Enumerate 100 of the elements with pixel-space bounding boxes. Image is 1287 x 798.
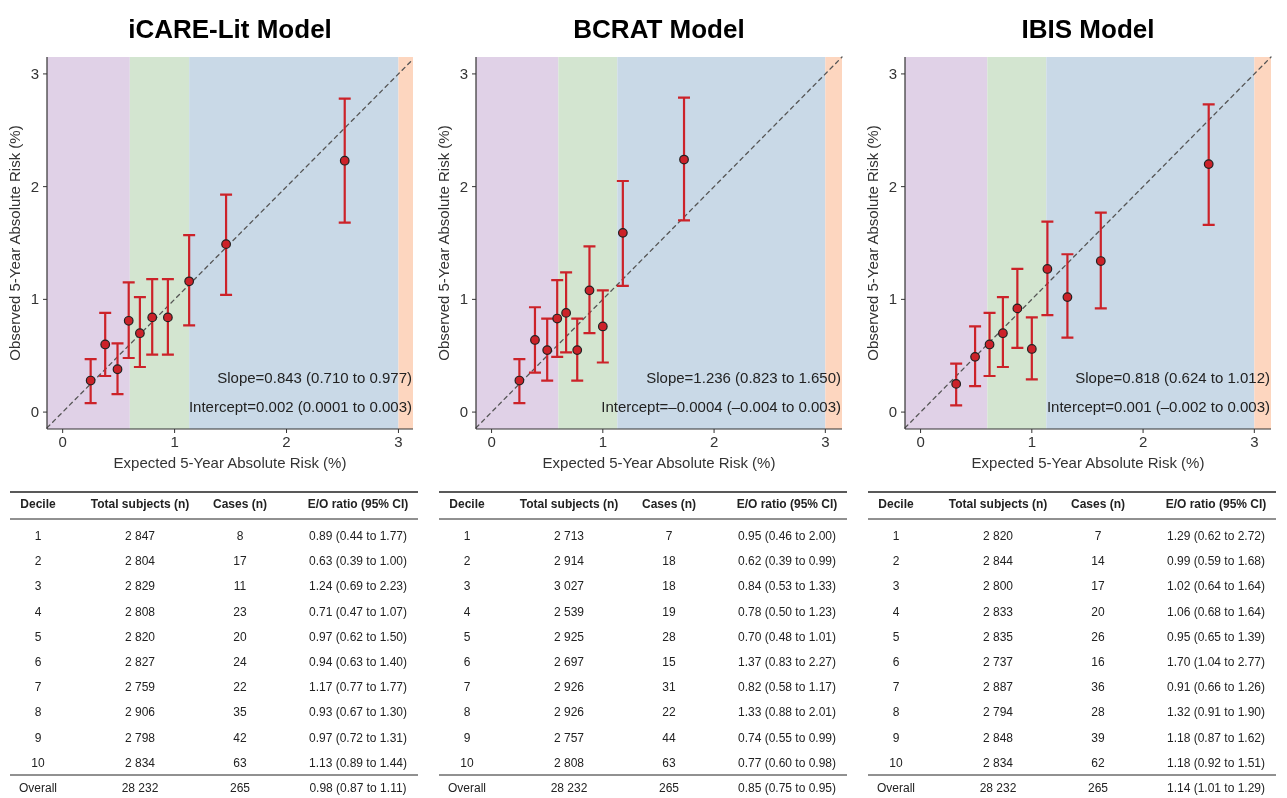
text: 17 (233, 554, 247, 569)
text: 2 926 (553, 705, 585, 720)
y-tick-label: 2 (459, 177, 468, 195)
chart-title: iCARE-Lit Model (128, 14, 332, 44)
text: 3 027 (553, 579, 585, 594)
text: Overall (447, 781, 487, 795)
chart-title: IBIS Model (1021, 14, 1155, 44)
text: 10 (889, 755, 903, 770)
text: 42 (233, 730, 247, 745)
x-tick-label: 3 (1250, 433, 1259, 450)
annotation: Intercept=0.001 (–0.002 to 0.003) (1046, 398, 1270, 415)
x-tick-label: 3 (821, 433, 830, 450)
text: 22 (662, 705, 676, 720)
text: 2 713 (553, 529, 585, 543)
text: 1.06 (0.68 to 1.64) (1166, 604, 1266, 619)
text: 2 794 (982, 705, 1014, 720)
text: Decile (449, 497, 485, 511)
text: 265 (658, 781, 680, 795)
text: 8 (34, 705, 42, 720)
text: 0.98 (0.87 to 1.11) (309, 781, 407, 795)
text: 265 (1087, 781, 1109, 795)
text: 0.70 (0.48 to 1.01) (737, 629, 837, 644)
text: 0.77 (0.60 to 0.98) (737, 755, 837, 770)
x-tick-label: 0 (916, 433, 925, 450)
y-tick-label: 1 (888, 290, 897, 308)
annotation: Slope=1.236 (0.823 to 1.650) (646, 369, 841, 386)
x-axis-title: Expected 5-Year Absolute Risk (%) (542, 454, 776, 471)
text: 1.37 (0.83 to 2.27) (737, 655, 837, 669)
x-tick-label: 0 (58, 433, 67, 450)
point (970, 351, 980, 362)
point (100, 339, 111, 350)
text: 9 (463, 730, 471, 745)
point (1095, 256, 1106, 266)
point (514, 375, 525, 386)
y-tick-label: 3 (30, 64, 39, 82)
text: 5 (34, 629, 42, 644)
text: 2 800 (982, 579, 1014, 594)
x-tick-label: 2 (282, 433, 291, 450)
text: 2 697 (553, 655, 585, 669)
text: 11 (233, 579, 247, 594)
text: 63 (233, 755, 247, 770)
text: 22 (233, 680, 247, 695)
annotation: Slope=0.843 (0.710 to 0.977) (217, 369, 412, 386)
text: 18 (662, 579, 676, 594)
point (998, 328, 1008, 339)
point (1012, 303, 1023, 314)
text: 20 (233, 629, 247, 644)
text: 2 844 (982, 554, 1014, 569)
x-tick-label: 3 (394, 433, 403, 450)
text: 0.74 (0.55 to 0.99) (737, 730, 837, 745)
text: 16 (1091, 655, 1105, 669)
point (552, 313, 563, 324)
text: 0.84 (0.53 to 1.33) (737, 579, 837, 594)
text: 1.17 (0.77 to 1.77) (308, 680, 408, 695)
text: 0.99 (0.59 to 1.68) (1166, 554, 1266, 569)
y-axis-title: Observed 5-Year Absolute Risk (%) (864, 125, 881, 361)
text: 0.82 (0.58 to 1.17) (737, 680, 837, 695)
point (1042, 264, 1053, 274)
text: 20 (1091, 604, 1105, 619)
text: Cases (n) (212, 497, 268, 511)
text: 44 (662, 730, 676, 745)
y-tick-label: 0 (888, 403, 897, 421)
x-tick-label: 1 (598, 433, 607, 450)
y-tick-label: 3 (459, 64, 468, 82)
text: Cases (n) (641, 497, 697, 511)
y-tick-label: 3 (888, 64, 897, 82)
point (679, 154, 689, 165)
text: 2 847 (124, 529, 156, 543)
point (597, 321, 608, 332)
text: 2 833 (982, 604, 1014, 619)
text: 2 926 (553, 680, 585, 695)
point (162, 312, 173, 323)
text: 17 (1091, 579, 1105, 594)
text: 0.95 (0.65 to 1.39) (1166, 629, 1266, 644)
text: 8 (463, 705, 471, 720)
text: 0.97 (0.72 to 1.31) (308, 730, 408, 745)
point (561, 307, 572, 318)
text: 63 (662, 755, 676, 770)
text: 6 (463, 655, 471, 669)
text: 2 835 (982, 629, 1014, 644)
point (135, 328, 145, 339)
point (1026, 344, 1037, 354)
text: 2 820 (124, 629, 156, 644)
x-axis-title: Expected 5-Year Absolute Risk (%) (113, 454, 347, 471)
text: 2 925 (553, 629, 585, 644)
text: 31 (662, 680, 676, 695)
y-tick-label: 1 (30, 290, 39, 308)
text: 28 232 (121, 781, 159, 795)
text: 1.13 (0.89 to 1.44) (308, 755, 408, 770)
point (617, 227, 628, 238)
x-tick-label: 0 (487, 433, 496, 450)
text: 7 (1094, 529, 1102, 543)
point (184, 276, 195, 287)
text: 1.18 (0.92 to 1.51) (1166, 755, 1266, 770)
text: 10 (31, 755, 45, 770)
point (530, 335, 540, 345)
text: 2 759 (124, 680, 156, 695)
text: Overall (18, 781, 58, 795)
point (339, 155, 350, 166)
text: 2 848 (982, 730, 1014, 745)
